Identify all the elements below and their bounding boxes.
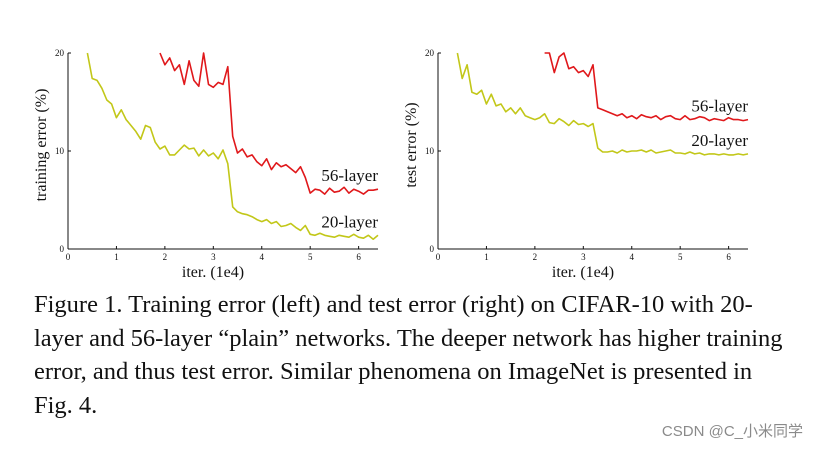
- x-tick-label: 2: [533, 252, 538, 262]
- x-tick-label: 3: [581, 252, 586, 262]
- chart-1: 0 1 2 3 4 5 6 0 10 20 iter. (1e4) training error (%…: [33, 48, 379, 281]
- y-axis-label: training error (%): [33, 89, 50, 202]
- csdn-watermark: CSDN @C_小米同学: [661, 423, 803, 440]
- chart-2: 0 1 2 3 4 5 6 0 10 20 iter. (1e4) test error (%) 56-…: [403, 48, 748, 281]
- x-axis-label: iter. (1e4): [182, 264, 244, 281]
- series-line-20-layer: [456, 52, 749, 156]
- x-tick-label: 1: [484, 252, 489, 262]
- x-tick-label: 6: [726, 252, 731, 262]
- x-tick-label: 6: [356, 252, 361, 262]
- x-tick-label: 1: [114, 252, 119, 262]
- figure-caption: Figure 1. Training error (left) and test…: [34, 291, 783, 419]
- x-tick-label: 0: [436, 252, 441, 262]
- x-tick-label: 5: [678, 252, 683, 262]
- y-tick-label: 10: [425, 146, 435, 156]
- series-label-20-layer: 20-layer: [691, 131, 748, 150]
- series-line-56-layer: [159, 52, 379, 195]
- series-label-20-layer: 20-layer: [321, 212, 378, 231]
- y-tick-label: 0: [430, 244, 435, 254]
- x-tick-label: 4: [630, 252, 635, 262]
- x-tick-label: 4: [260, 252, 265, 262]
- x-tick-label: 5: [308, 252, 313, 262]
- x-axis-label: iter. (1e4): [552, 264, 614, 281]
- x-tick-label: 2: [163, 252, 168, 262]
- y-tick-label: 20: [55, 48, 65, 58]
- y-tick-label: 20: [425, 48, 435, 58]
- series-line-20-layer: [86, 52, 379, 240]
- y-tick-label: 0: [60, 244, 65, 254]
- series-line-56-layer: [544, 52, 749, 122]
- y-tick-label: 10: [55, 146, 65, 156]
- series-label-56-layer: 56-layer: [691, 97, 748, 116]
- x-tick-label: 0: [66, 252, 71, 262]
- x-tick-label: 3: [211, 252, 216, 262]
- y-axis-label: test error (%): [403, 102, 420, 187]
- series-label-56-layer: 56-layer: [321, 166, 378, 185]
